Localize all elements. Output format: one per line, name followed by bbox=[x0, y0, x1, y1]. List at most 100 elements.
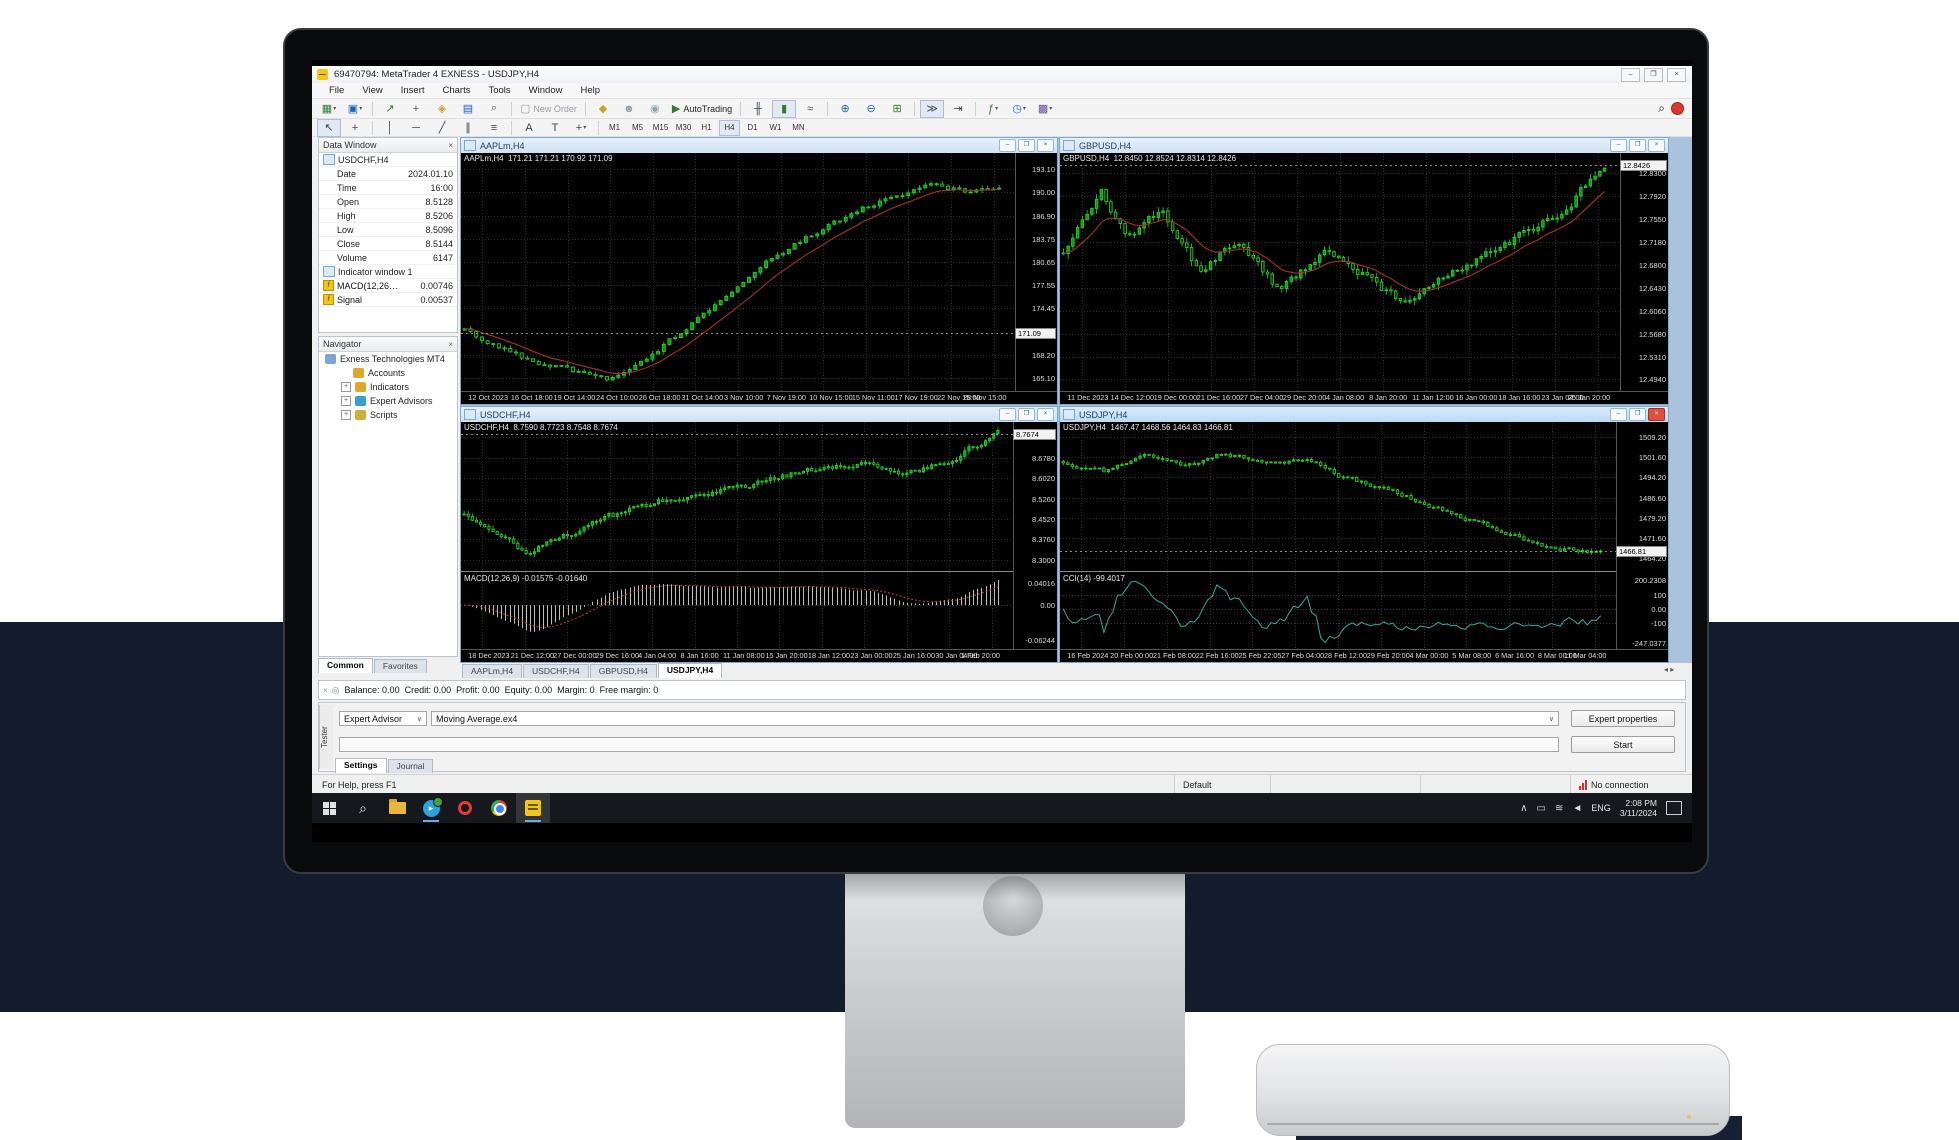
opera-button[interactable] bbox=[448, 793, 482, 823]
chart-shift-button[interactable]: ⇥ bbox=[946, 100, 970, 118]
chart-close-button[interactable]: × bbox=[1037, 408, 1054, 421]
expand-plus-icon[interactable]: + bbox=[341, 382, 351, 392]
chart-restore-button[interactable]: ❐ bbox=[1629, 408, 1646, 421]
language-indicator[interactable]: ENG bbox=[1591, 803, 1611, 813]
arrows-button[interactable]: + ▾ bbox=[569, 119, 593, 137]
price-axis[interactable]: 193.10 190.00 186.90 183.75 180.65 177.55 174.… bbox=[1015, 153, 1057, 392]
tab-favorites[interactable]: Favorites bbox=[373, 659, 427, 673]
strategy-tester-button[interactable]: ⌕ bbox=[482, 100, 506, 118]
timeframe-m1[interactable]: M1 bbox=[608, 123, 621, 132]
chart-close-button[interactable]: × bbox=[1037, 139, 1054, 152]
file-explorer-button[interactable] bbox=[380, 793, 414, 823]
chat-button[interactable]: ☻ bbox=[617, 100, 641, 118]
chart-window-titlebar[interactable]: USDJPY,H4 – ❐ × bbox=[1060, 407, 1668, 422]
data-window-button[interactable]: + bbox=[404, 100, 428, 118]
horizontal-line-button[interactable]: ─ bbox=[404, 119, 428, 137]
time-axis[interactable]: 16 Feb 2024 20 Feb 00:00 21 Feb 08:00 22 Fe… bbox=[1060, 649, 1668, 662]
chrome-button[interactable] bbox=[482, 793, 516, 823]
fibonacci-button[interactable]: ≡ bbox=[482, 119, 506, 137]
tester-symbol-input[interactable] bbox=[339, 737, 1559, 752]
new-order-button[interactable]: ▢ New Order bbox=[517, 100, 580, 118]
navigator-root[interactable]: Exness Technologies MT4 bbox=[319, 352, 457, 366]
tester-side-tab[interactable]: Tester bbox=[319, 705, 333, 769]
chart-minimize-button[interactable]: – bbox=[999, 139, 1016, 152]
hidden-icons-caret[interactable]: ∧ bbox=[1520, 802, 1528, 814]
menu-item-window[interactable]: Window bbox=[528, 85, 563, 96]
chart-window-titlebar[interactable]: USDCHF,H4 – ❐ × bbox=[461, 407, 1057, 422]
chart-tab-usdchf-h4[interactable]: USDCHF,H4 bbox=[523, 664, 589, 678]
chart-tab-usdjpy-h4[interactable]: USDJPY,H4 bbox=[657, 663, 723, 678]
metaeditor-button[interactable]: ◆ bbox=[591, 100, 615, 118]
navigator-close-icon[interactable]: × bbox=[448, 339, 453, 349]
timeframe-w1[interactable]: W1 bbox=[769, 123, 782, 132]
tester-type-select[interactable]: Expert Advisor ∨ bbox=[339, 711, 427, 726]
menu-item-insert[interactable]: Insert bbox=[400, 85, 425, 96]
chart-tab-aaplm-h4[interactable]: AAPLm,H4 bbox=[462, 664, 523, 678]
time-axis[interactable]: 18 Dec 2023 21 Dec 12:00 27 Dec 00:00 29 De… bbox=[461, 649, 1057, 662]
network-icon[interactable]: ≋ bbox=[1555, 802, 1564, 814]
taskbar-search-button[interactable]: ⌕ bbox=[346, 793, 380, 823]
terminal-close-icon[interactable]: × bbox=[323, 685, 328, 695]
expand-plus-icon[interactable]: + bbox=[341, 396, 351, 406]
menu-item-view[interactable]: View bbox=[362, 85, 383, 96]
menu-item-file[interactable]: File bbox=[329, 85, 345, 96]
chart-restore-button[interactable]: ❐ bbox=[1629, 139, 1646, 152]
timeframe-m30[interactable]: M30 bbox=[675, 123, 692, 132]
minimize-button[interactable]: – bbox=[1621, 68, 1640, 82]
cursor-button[interactable]: ↖ bbox=[317, 118, 341, 137]
autotrading-button[interactable]: ▶ AutoTrading bbox=[669, 100, 735, 118]
chart-restore-button[interactable]: ❐ bbox=[1018, 408, 1035, 421]
maximize-button[interactable]: ❐ bbox=[1644, 68, 1663, 82]
tile-windows-button[interactable]: ⊞ bbox=[885, 100, 909, 118]
periods-button[interactable]: ◷ ▾ bbox=[1007, 100, 1031, 118]
timeframe-m5[interactable]: M5 bbox=[631, 123, 644, 132]
chart-window-titlebar[interactable]: AAPLm,H4 – ❐ × bbox=[461, 138, 1057, 153]
crosshair-button[interactable]: + bbox=[343, 119, 367, 137]
text-button[interactable]: A bbox=[517, 119, 541, 137]
chart-canvas[interactable] bbox=[461, 153, 1015, 392]
chart-minimize-button[interactable]: – bbox=[999, 408, 1016, 421]
timeframe-h1[interactable]: H1 bbox=[701, 123, 712, 132]
timeframe-d1[interactable]: D1 bbox=[747, 123, 758, 132]
label-button[interactable]: T bbox=[543, 119, 567, 137]
time-axis[interactable]: 11 Dec 2023 14 Dec 12:00 19 Dec 00:00 21 De… bbox=[1060, 391, 1668, 404]
menu-item-charts[interactable]: Charts bbox=[442, 85, 471, 96]
navigator-item-accounts[interactable]: Accounts bbox=[319, 366, 457, 380]
chart-canvas[interactable] bbox=[461, 422, 1013, 650]
time-axis[interactable]: 12 Oct 2023 16 Oct 18:00 19 Oct 14:00 24 Oc… bbox=[461, 391, 1057, 404]
auto-scroll-button[interactable]: ≫ bbox=[920, 99, 945, 118]
channel-button[interactable]: ∥ bbox=[456, 119, 480, 137]
zoom-out-button[interactable]: ⊖ bbox=[859, 100, 883, 118]
close-button[interactable]: × bbox=[1667, 68, 1686, 82]
navigator-item-expert-advisors[interactable]: + Expert Advisors bbox=[319, 394, 457, 408]
tester-tab-journal[interactable]: Journal bbox=[387, 759, 434, 773]
price-axis[interactable]: 1509.20 1501.60 1494.20 1486.60 1479.20 1471.… bbox=[1616, 422, 1668, 650]
chart-minimize-button[interactable]: – bbox=[1610, 139, 1627, 152]
market-watch-button[interactable]: ↗ bbox=[378, 100, 402, 118]
menu-item-help[interactable]: Help bbox=[580, 85, 601, 96]
chart-canvas[interactable] bbox=[1060, 153, 1620, 392]
bar-chart-button[interactable]: ╫ bbox=[746, 100, 770, 118]
data-window-close-icon[interactable]: × bbox=[448, 140, 453, 150]
chart-window-titlebar[interactable]: GBPUSD,H4 – ❐ × bbox=[1060, 138, 1668, 153]
expand-plus-icon[interactable]: + bbox=[341, 410, 351, 420]
zoom-in-button[interactable]: ⊕ bbox=[833, 100, 857, 118]
terminal-button[interactable]: ▤ bbox=[456, 100, 480, 118]
menu-item-tools[interactable]: Tools bbox=[488, 85, 511, 96]
status-profile[interactable]: Default bbox=[1174, 775, 1270, 794]
expert-advisor-input[interactable]: Moving Average.ex4 ∨ bbox=[431, 711, 1559, 726]
templates-button[interactable]: ▩ ▾ bbox=[1033, 100, 1057, 118]
start-button[interactable]: Start bbox=[1571, 736, 1675, 753]
indicators-button[interactable]: ƒ ▾ bbox=[981, 100, 1005, 118]
start-button[interactable] bbox=[312, 793, 346, 823]
trendline-button[interactable]: ╱ bbox=[430, 119, 454, 137]
chart-restore-button[interactable]: ❐ bbox=[1018, 139, 1035, 152]
navigator-item-indicators[interactable]: + Indicators bbox=[319, 380, 457, 394]
tab-common[interactable]: Common bbox=[318, 658, 373, 673]
chart-tab-gbpusd-h4[interactable]: GBPUSD,H4 bbox=[589, 664, 657, 678]
chart-canvas[interactable] bbox=[1060, 422, 1616, 650]
chart-close-button[interactable]: × bbox=[1648, 139, 1665, 152]
line-chart-button[interactable]: ≈ bbox=[798, 100, 822, 118]
candlestick-button[interactable]: ▮ bbox=[772, 99, 797, 118]
display-icon[interactable]: ▭ bbox=[1536, 802, 1546, 814]
